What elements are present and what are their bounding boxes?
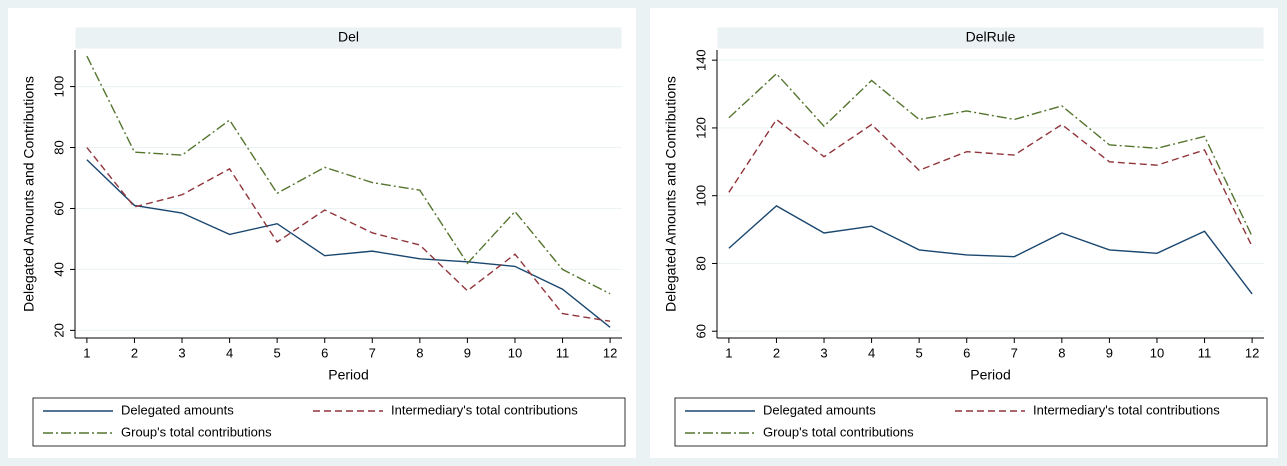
x-tick-label: 9 [1106,345,1113,360]
x-tick-label: 1 [725,345,732,360]
x-tick-label: 8 [416,345,423,360]
x-tick-label: 4 [226,345,233,360]
y-axis-label: Delegated Amounts and Contributions [663,76,679,312]
y-tick-label: 20 [51,323,66,337]
series-line [86,147,611,322]
legend-label: Intermediary's total contributions [391,402,578,417]
y-axis-label: Delegated Amounts and Contributions [21,76,37,312]
x-tick-label: 6 [321,345,328,360]
x-tick-label: 12 [1245,345,1259,360]
series-line [728,205,1253,295]
panel [8,8,636,458]
y-tick-label: 100 [693,185,708,207]
legend-label: Intermediary's total contributions [1033,402,1220,417]
y-tick-label: 80 [51,140,66,154]
series-line [86,159,611,328]
panel-title: Del [338,29,359,45]
x-tick-label: 2 [773,345,780,360]
y-tick-label: 60 [51,201,66,215]
x-tick-label: 7 [369,345,376,360]
series-line [728,72,1253,237]
x-tick-label: 2 [131,345,138,360]
x-axis-label: Period [970,367,1010,383]
x-tick-label: 8 [1058,345,1065,360]
legend-label: Delegated amounts [763,402,876,417]
legend-label: Delegated amounts [121,402,234,417]
y-tick-label: 120 [693,117,708,139]
title-strip [716,26,1265,50]
legend [674,397,1268,447]
x-tick-label: 1 [83,345,90,360]
x-tick-label: 4 [868,345,875,360]
x-axis-label: Period [328,367,368,383]
x-tick-label: 5 [274,345,281,360]
legend [32,397,626,447]
x-tick-label: 5 [916,345,923,360]
title-strip [74,26,623,50]
x-tick-label: 12 [603,345,617,360]
panel [650,8,1278,458]
y-tick-label: 40 [51,262,66,276]
x-tick-label: 10 [508,345,522,360]
x-tick-label: 3 [820,345,827,360]
y-tick-label: 80 [693,256,708,270]
x-tick-label: 11 [1198,345,1212,360]
x-tick-label: 3 [178,345,185,360]
legend-label: Group's total contributions [763,424,914,439]
x-tick-label: 6 [963,345,970,360]
x-tick-label: 10 [1150,345,1164,360]
x-tick-label: 11 [556,345,570,360]
x-tick-label: 9 [464,345,471,360]
y-tick-label: 100 [51,76,66,98]
series-line [86,55,611,295]
y-tick-label: 60 [693,324,708,338]
x-tick-label: 7 [1011,345,1018,360]
panel-title: DelRule [966,29,1016,45]
y-tick-label: 140 [693,49,708,71]
legend-label: Group's total contributions [121,424,272,439]
series-line [728,118,1253,247]
